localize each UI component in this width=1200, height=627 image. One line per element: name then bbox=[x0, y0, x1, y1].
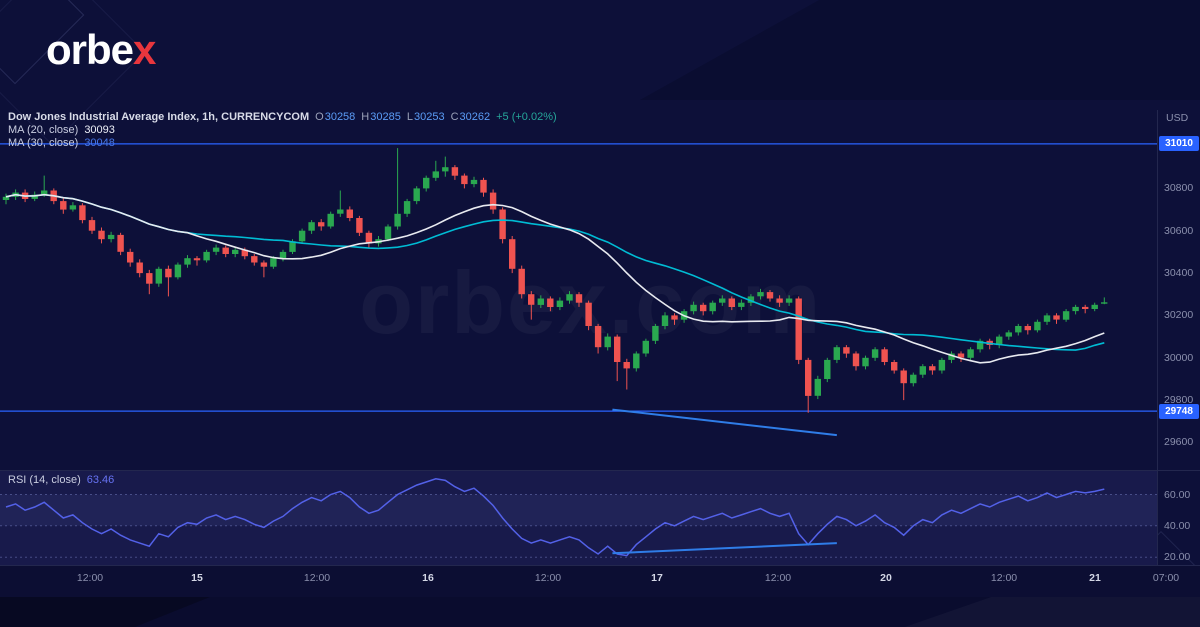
rsi-tick-label: 20.00 bbox=[1164, 551, 1191, 564]
time-label: 12:00 bbox=[534, 572, 562, 584]
time-label: 16 bbox=[422, 572, 434, 584]
symbol-row[interactable]: Dow Jones Industrial Average Index, 1h, … bbox=[8, 111, 557, 124]
logo-accent-x: x bbox=[133, 26, 156, 73]
candlestick-chart[interactable] bbox=[0, 110, 1158, 470]
price-axis-border bbox=[1157, 110, 1158, 597]
price-tick-label: 30000 bbox=[1164, 351, 1194, 364]
rsi-tick-label: 60.00 bbox=[1164, 488, 1191, 501]
price-tick-label: 29600 bbox=[1164, 436, 1194, 449]
ma30-value: 30048 bbox=[84, 137, 115, 149]
rsi-chart[interactable] bbox=[0, 471, 1158, 565]
price-change: +5 (+0.02%) bbox=[496, 111, 557, 123]
orbex-logo: orbex bbox=[46, 26, 156, 74]
rsi-indicator-pane[interactable] bbox=[0, 471, 1158, 565]
ma30-label: MA (30, close) bbox=[8, 137, 79, 149]
ohlc-label: O bbox=[315, 111, 324, 123]
time-label: 12:00 bbox=[76, 572, 104, 584]
ma30-legend[interactable]: MA (30, close) 30048 bbox=[8, 137, 557, 150]
logo-text: orbe bbox=[46, 26, 134, 73]
chart-legend: Dow Jones Industrial Average Index, 1h, … bbox=[8, 111, 557, 150]
decorative-footer-left bbox=[0, 597, 210, 627]
pane-separator bbox=[0, 470, 1200, 471]
price-tick-label: 30800 bbox=[1164, 182, 1194, 195]
ma20-legend[interactable]: MA (20, close) 30093 bbox=[8, 124, 557, 137]
time-label: 20 bbox=[880, 572, 892, 584]
symbol-title: Dow Jones Industrial Average Index, 1h, … bbox=[8, 111, 310, 123]
footer-band bbox=[0, 597, 1200, 627]
ohlc-label: C bbox=[450, 111, 459, 123]
price-level-badge[interactable]: 31010 bbox=[1159, 136, 1199, 152]
price-tick-label: 30400 bbox=[1164, 267, 1194, 280]
rsi-label: RSI (14, close) bbox=[8, 474, 81, 486]
rsi-trendline[interactable] bbox=[612, 542, 837, 555]
price-level-badge[interactable]: 29748 bbox=[1159, 403, 1199, 419]
ohlc-value: 30253 bbox=[413, 111, 445, 123]
ma20-value: 30093 bbox=[84, 124, 115, 136]
rsi-tick-label: 40.00 bbox=[1164, 519, 1191, 532]
time-label: 12:00 bbox=[764, 572, 792, 584]
ohlc-value: 30262 bbox=[459, 111, 491, 123]
price-tick-label: 30600 bbox=[1164, 224, 1194, 237]
axis-separator bbox=[0, 565, 1200, 566]
ohlc-label: L bbox=[406, 111, 413, 123]
price-axis-currency: USD bbox=[1166, 112, 1189, 124]
time-axis[interactable]: 12:00 15 12:00 16 12:00 17 12:00 20 12:00 21 07:00 bbox=[0, 566, 1200, 597]
ohlc-value: 30285 bbox=[370, 111, 401, 123]
ma20-label: MA (20, close) bbox=[8, 124, 79, 136]
time-label: 15 bbox=[191, 572, 203, 584]
support-trendline[interactable] bbox=[612, 408, 837, 437]
decorative-band-top-right bbox=[640, 0, 1200, 100]
ohlc-label: H bbox=[361, 111, 370, 123]
chart-watermark: orbex.com bbox=[359, 252, 822, 354]
rsi-line[interactable] bbox=[5, 478, 1105, 557]
ohlc-value: 30258 bbox=[324, 111, 356, 123]
time-label: 21 bbox=[1089, 572, 1101, 584]
price-tick-label: 30200 bbox=[1164, 309, 1194, 322]
time-label: 07:00 bbox=[1152, 572, 1180, 584]
ma20-line[interactable] bbox=[5, 193, 1105, 364]
rsi-value: 63.46 bbox=[86, 474, 115, 486]
time-label: 17 bbox=[651, 572, 663, 584]
price-chart-pane[interactable] bbox=[0, 110, 1158, 470]
decorative-footer-right bbox=[905, 597, 1200, 627]
ohlc-values: O30258 H30285 L30253 C30262 bbox=[309, 111, 490, 123]
time-label: 12:00 bbox=[990, 572, 1018, 584]
price-tick-label: 29800 bbox=[1164, 394, 1194, 407]
rsi-legend[interactable]: RSI (14, close) 63.46 bbox=[8, 474, 114, 486]
time-label: 12:00 bbox=[303, 572, 331, 584]
